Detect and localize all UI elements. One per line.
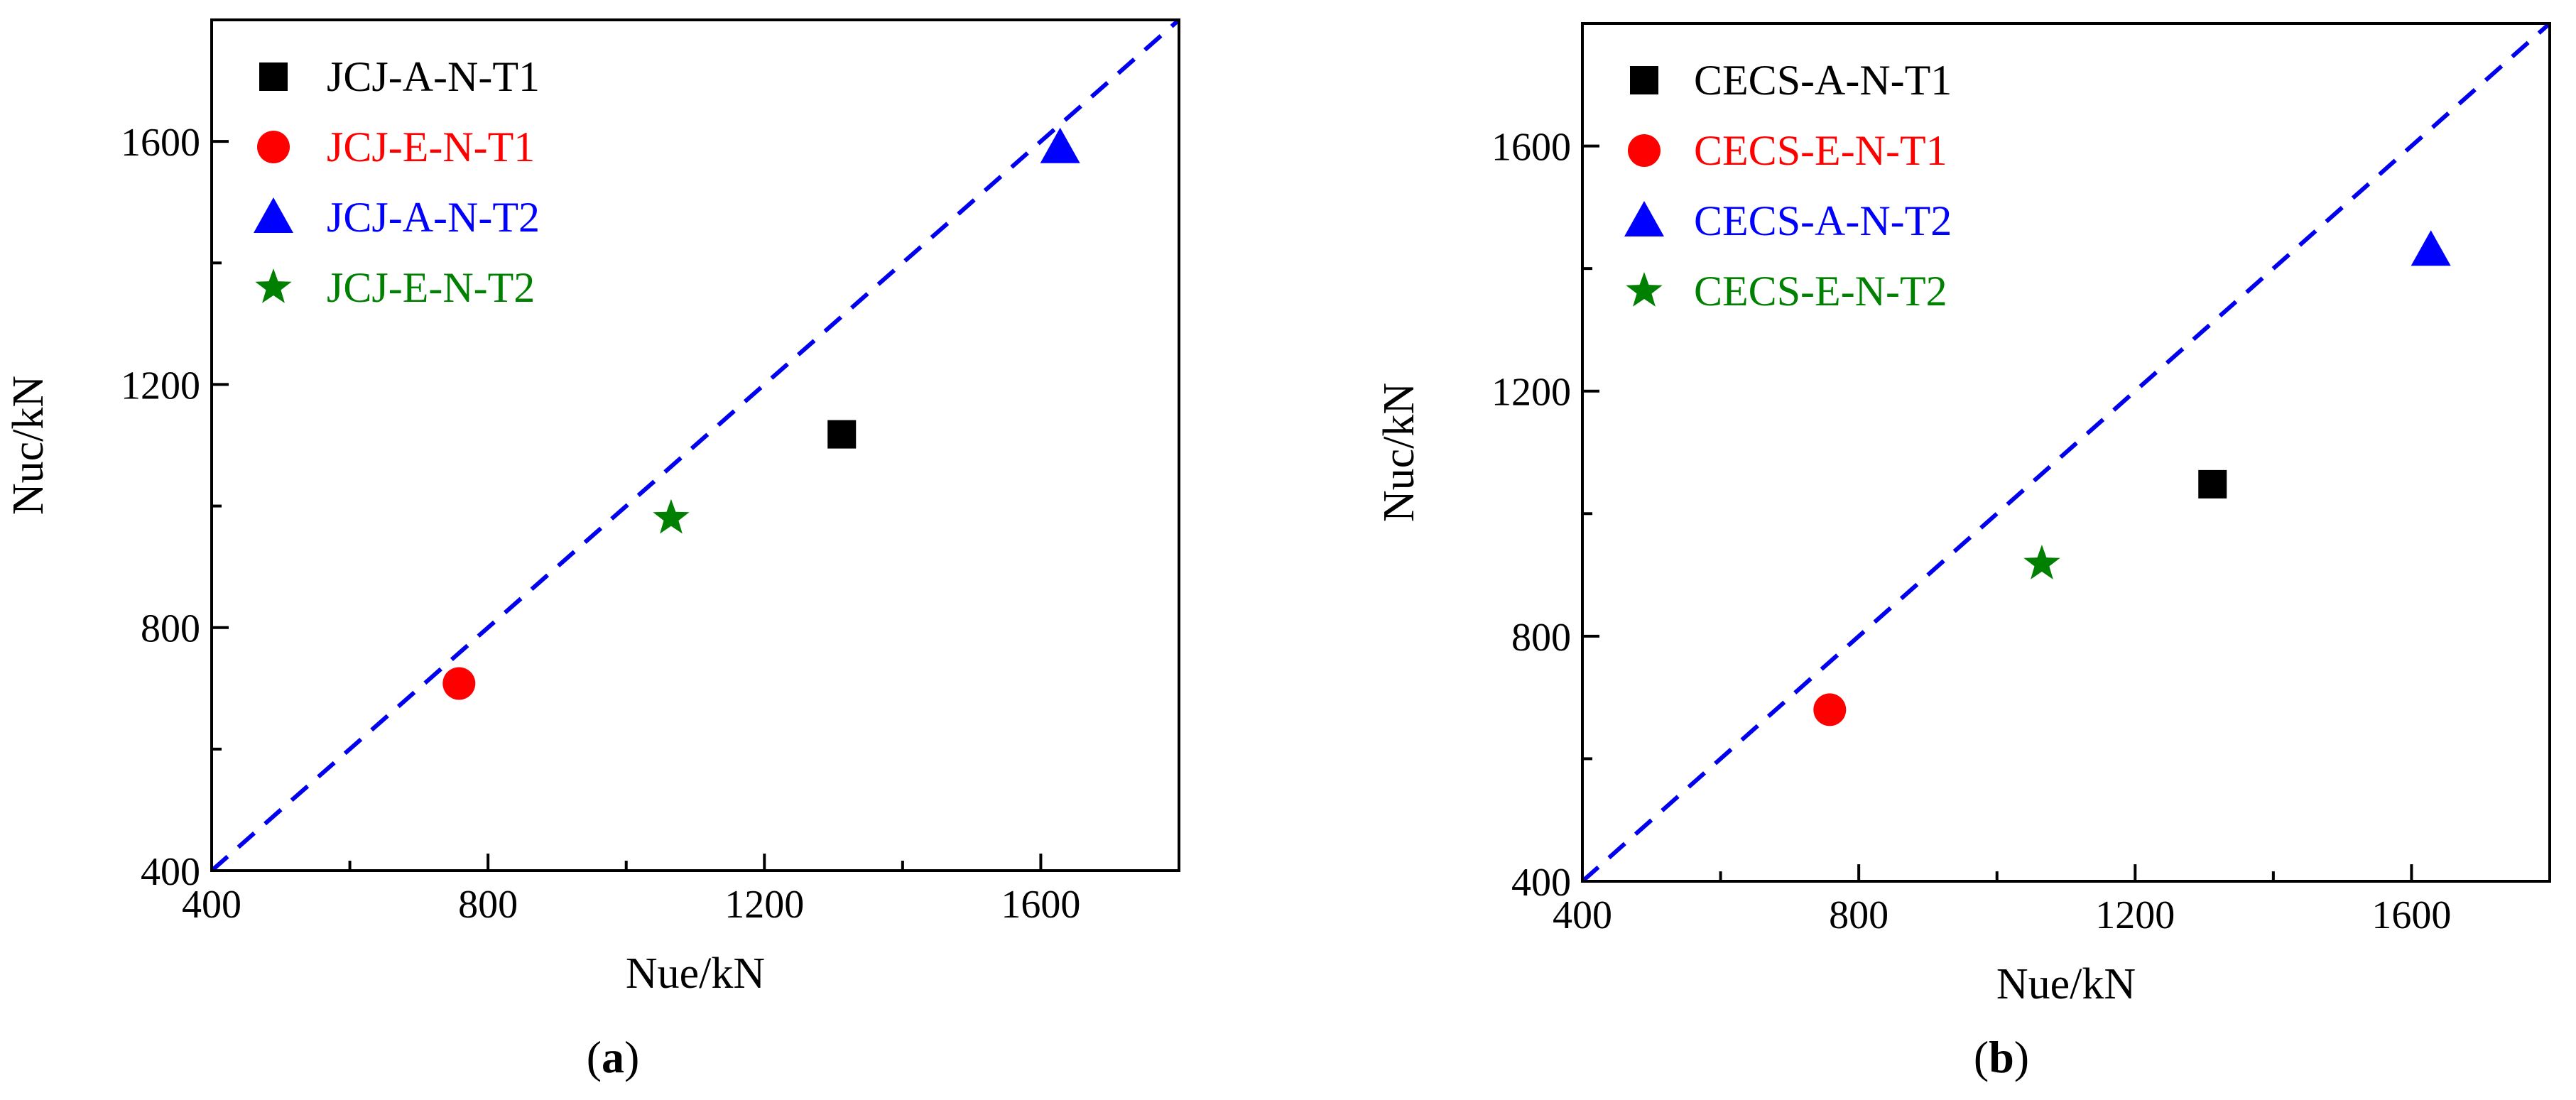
plot-frame	[210, 18, 1180, 872]
legend-label: JCJ-E-N-T1	[327, 124, 535, 170]
x-tick-label: 800	[1829, 893, 1888, 937]
legend-marker-JCJ-E-N-T1	[257, 131, 290, 163]
y-axis-label: Nuc/kN	[4, 376, 53, 515]
x-tick-label: 1600	[1001, 883, 1080, 927]
legend-label: JCJ-A-N-T2	[327, 194, 540, 241]
legend-marker-JCJ-A-N-T2	[254, 197, 293, 233]
legend: CECS-A-N-T1 CECS-E-N-T1 CECS-A-N-T2 CECS-E-…	[1624, 57, 1952, 315]
y-axis-label: Nuc/kN	[1375, 383, 1423, 522]
legend-marker-JCJ-E-N-T2	[255, 268, 292, 303]
y-tick-label: 1200	[1491, 371, 1571, 415]
y-tick-label: 800	[141, 607, 200, 651]
x-tick-label: 1200	[2095, 893, 2175, 937]
x-tick-label: 1200	[724, 883, 804, 927]
data-point-JCJ-E-N-T1	[442, 667, 476, 700]
y-tick-label: 800	[1511, 616, 1571, 660]
data-point-CECS-E-N-T1	[1813, 693, 1847, 726]
data-point-CECS-A-N-T1	[2198, 469, 2227, 499]
legend-marker-CECS-A-N-T1	[1630, 66, 1658, 94]
data-point-CECS-E-N-T2	[2023, 545, 2060, 579]
x-tick-label: 800	[458, 883, 518, 927]
legend-label: JCJ-E-N-T2	[327, 264, 535, 311]
x-axis-label: Nue/kN	[1996, 960, 2136, 1008]
legend-label: CECS-E-N-T1	[1694, 127, 1947, 174]
legend-label: CECS-A-N-T2	[1694, 197, 1952, 244]
legend-label: JCJ-A-N-T1	[327, 53, 540, 100]
y-tick-label: 1600	[1491, 126, 1571, 170]
chart-panel-b: 400 800 1200 1600 400 800 1200 1600 Nue/kN Nuc/kN…	[1375, 21, 2551, 1082]
y-tick-label: 400	[1511, 861, 1571, 905]
chart-panel-a: 400 800 1200 1600 400 800 1200 1600 Nue/kN Nuc/kN…	[4, 18, 1180, 1082]
data-point-JCJ-E-N-T2	[653, 499, 690, 534]
subfigure-label: (a)	[587, 1032, 640, 1082]
legend: JCJ-A-N-T1 JCJ-E-N-T1 JCJ-A-N-T2 JCJ-E-N-T2	[254, 53, 540, 311]
legend-label: CECS-E-N-T2	[1694, 268, 1947, 315]
x-tick-label: 1600	[2371, 893, 2451, 937]
y-tick-label: 400	[141, 850, 200, 894]
x-axis-label: Nue/kN	[626, 949, 765, 998]
subfigure-label: (b)	[1974, 1032, 2029, 1082]
y-tick-label: 1600	[121, 121, 200, 165]
data-point-JCJ-A-N-T1	[827, 420, 857, 449]
plot-frame	[1581, 22, 2551, 883]
reference-line	[1581, 21, 2551, 883]
data-point-JCJ-A-N-T2	[1040, 127, 1080, 163]
x-tick-label: 400	[182, 883, 241, 927]
legend-marker-CECS-E-N-T1	[1628, 134, 1661, 167]
legend-marker-CECS-A-N-T2	[1624, 201, 1664, 236]
data-point-CECS-A-N-T2	[2411, 230, 2451, 266]
reference-line	[210, 18, 1180, 873]
legend-label: CECS-A-N-T1	[1694, 57, 1952, 104]
legend-marker-JCJ-A-N-T1	[259, 62, 288, 91]
y-tick-label: 1200	[121, 364, 200, 408]
legend-marker-CECS-E-N-T2	[1626, 272, 1663, 307]
x-tick-label: 400	[1553, 893, 1612, 937]
